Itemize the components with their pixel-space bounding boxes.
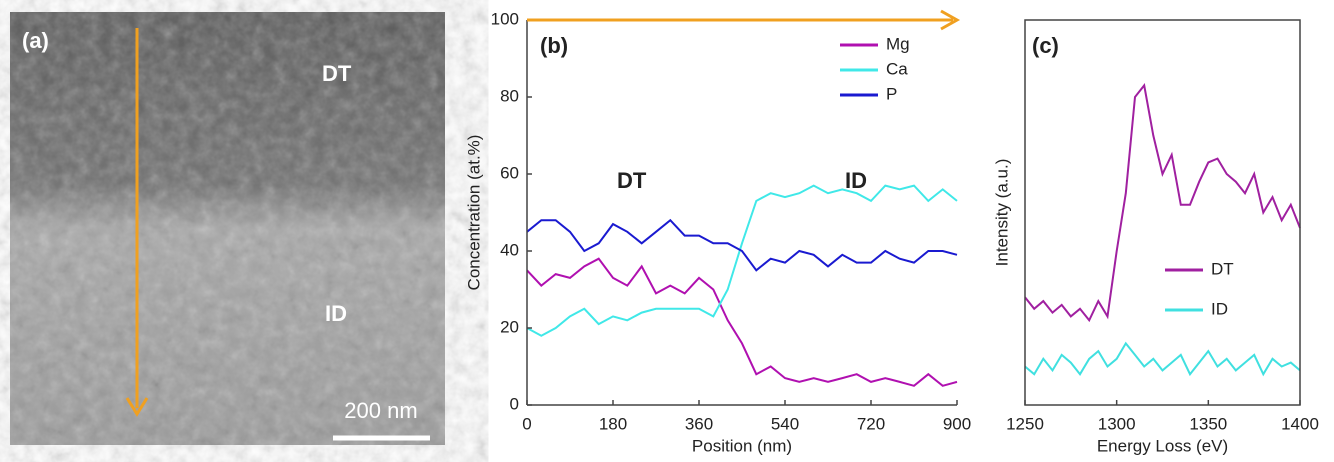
y-axis-label: Intensity (a.u.) [992,159,1011,267]
y-tick-label: 0 [510,394,519,413]
x-tick-label: 540 [771,414,799,433]
y-axis-label: Concentration (at.%) [464,135,483,291]
x-tick-label: 1400 [1281,414,1319,433]
y-tick-label: 60 [500,163,519,182]
x-tick-label: 180 [599,414,627,433]
panel-label: (a) [22,28,49,53]
x-axis-label: Energy Loss (eV) [1097,436,1228,455]
y-tick-label: 80 [500,86,519,105]
data-line [1024,341,1301,377]
x-tick-label: 1350 [1189,414,1227,433]
x-tick-label: 360 [685,414,713,433]
legend-label: ID [1211,299,1228,318]
x-axis-label: Position (nm) [692,436,792,455]
region-label: DT [322,61,352,86]
data-line [1024,83,1301,323]
panel-label: (b) [540,33,568,58]
plot-frame [1024,19,1301,406]
legend-label: P [886,84,897,103]
data-line [526,184,958,337]
region-label: ID [845,168,867,193]
y-tick-label: 20 [500,317,519,336]
scan-arrow-head [940,9,961,31]
panel-label: (c) [1032,33,1059,58]
scale-bar-label: 200 nm [344,398,417,423]
data-line [526,257,958,387]
data-line [526,218,958,272]
micrograph-panel: (a) DT ID 200 nm [10,12,445,445]
x-tick-label: 1250 [1006,414,1044,433]
x-tick-label: 720 [857,414,885,433]
legend-label: Ca [886,59,908,78]
x-tick-label: 900 [943,414,971,433]
x-tick-label: 1300 [1098,414,1136,433]
x-tick-label: 0 [522,414,531,433]
micrograph-texture [10,12,445,445]
legend-label: Mg [886,34,910,53]
scan-arrow-head [125,397,149,417]
y-tick-label: 100 [491,9,519,28]
legend-label: DT [1211,259,1234,278]
y-tick-label: 40 [500,240,519,259]
region-label: ID [325,301,347,326]
region-label: DT [617,168,647,193]
